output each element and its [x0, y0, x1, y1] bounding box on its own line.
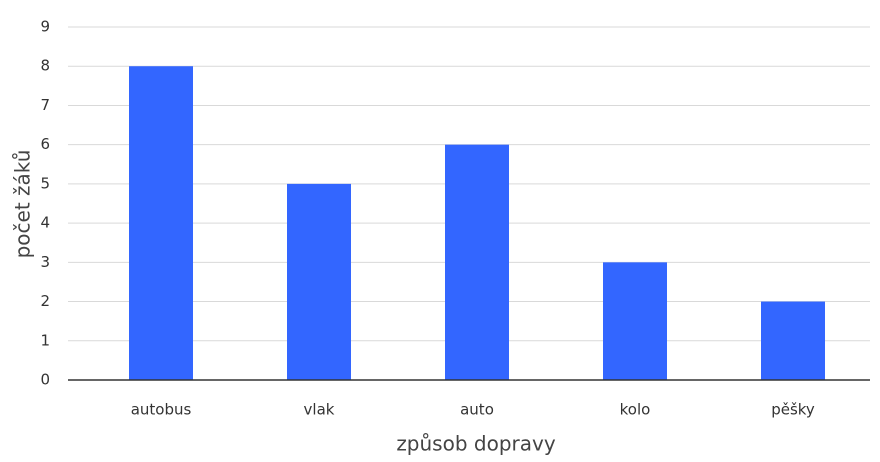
y-tick-label: 2 — [40, 292, 50, 310]
bar — [445, 144, 509, 380]
y-tick-label: 4 — [40, 214, 50, 232]
y-tick-label: 9 — [40, 18, 50, 36]
x-tick-label: autobus — [131, 401, 192, 419]
y-tick-label: 1 — [40, 331, 50, 349]
y-tick-label: 5 — [40, 174, 50, 192]
bar — [761, 301, 825, 380]
x-axis-label: způsob dopravy — [396, 432, 556, 456]
bar — [129, 66, 193, 380]
x-tick-label: pěšky — [771, 401, 815, 419]
x-tick-label: kolo — [620, 401, 651, 419]
y-tick-label: 8 — [40, 57, 50, 75]
y-axis-label: počet žáků — [11, 150, 35, 259]
y-tick-label: 0 — [40, 371, 50, 389]
x-tick-label: vlak — [304, 401, 335, 419]
y-tick-label: 7 — [40, 96, 50, 114]
y-tick-label: 3 — [40, 253, 50, 271]
y-tick-label: 6 — [40, 135, 50, 153]
bar — [603, 262, 667, 380]
x-tick-label: auto — [460, 401, 494, 419]
bar — [287, 183, 351, 380]
